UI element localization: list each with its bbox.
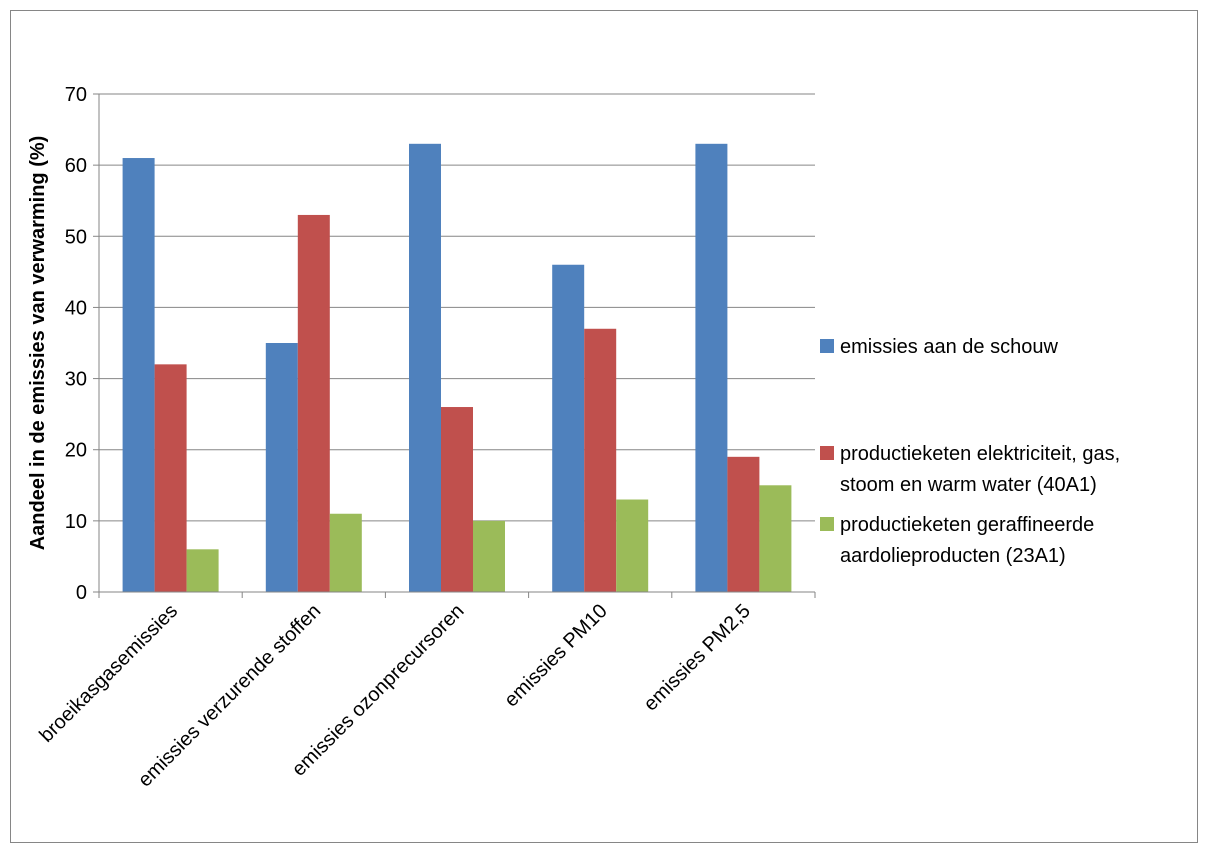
legend-label: productieketen geraffineerde <box>840 514 1094 536</box>
y-tick-label: 10 <box>65 511 87 533</box>
bar-1-1 <box>122 158 155 592</box>
bar-3-5 <box>759 485 792 592</box>
x-category-label: emissies PM10 <box>500 600 611 711</box>
y-tick-label: 30 <box>65 369 87 391</box>
y-tick-label: 50 <box>65 226 87 248</box>
bar-3-2 <box>329 513 362 592</box>
y-tick-labels: 0 10 20 30 40 50 60 70 <box>65 84 87 604</box>
y-tick-label: 0 <box>76 582 87 604</box>
bars <box>122 143 792 593</box>
bar-3-1 <box>186 549 219 592</box>
bar-2-5 <box>727 456 760 592</box>
bar-3-3 <box>473 520 505 592</box>
x-category-label: emissies PM2,5 <box>640 600 755 715</box>
bar-1-3 <box>409 143 441 593</box>
y-axis-title: Aandeel in de emissies van verwarming (%… <box>27 136 49 551</box>
y-tick-label: 20 <box>65 440 87 462</box>
bar-1-5 <box>695 143 728 593</box>
bar-2-4 <box>584 328 617 592</box>
legend-label: productieketen elektriciteit, gas, <box>840 443 1120 465</box>
bar-3-4 <box>616 499 649 592</box>
legend-swatch <box>820 339 834 353</box>
legend: emissies aan de schouw productieketen ele… <box>820 336 1120 567</box>
y-tick-label: 70 <box>65 84 87 106</box>
y-tick-label: 40 <box>65 297 87 319</box>
bar-1-2 <box>265 343 298 592</box>
y-tick-label: 60 <box>65 155 87 177</box>
legend-label: emissies aan de schouw <box>840 336 1058 358</box>
bar-1-4 <box>552 264 585 592</box>
legend-swatch <box>820 446 834 460</box>
legend-label: aardolieproducten (23A1) <box>840 545 1066 567</box>
x-category-label: emissies ozonprecursoren <box>288 600 469 781</box>
bar-2-2 <box>297 214 330 592</box>
bar-2-3 <box>441 407 473 592</box>
legend-label: stoom en warm water (40A1) <box>840 474 1097 496</box>
x-category-label: broeikasgasemissies <box>35 600 182 747</box>
bar-2-1 <box>154 364 187 592</box>
legend-swatch <box>820 517 834 531</box>
axes <box>93 93 816 598</box>
